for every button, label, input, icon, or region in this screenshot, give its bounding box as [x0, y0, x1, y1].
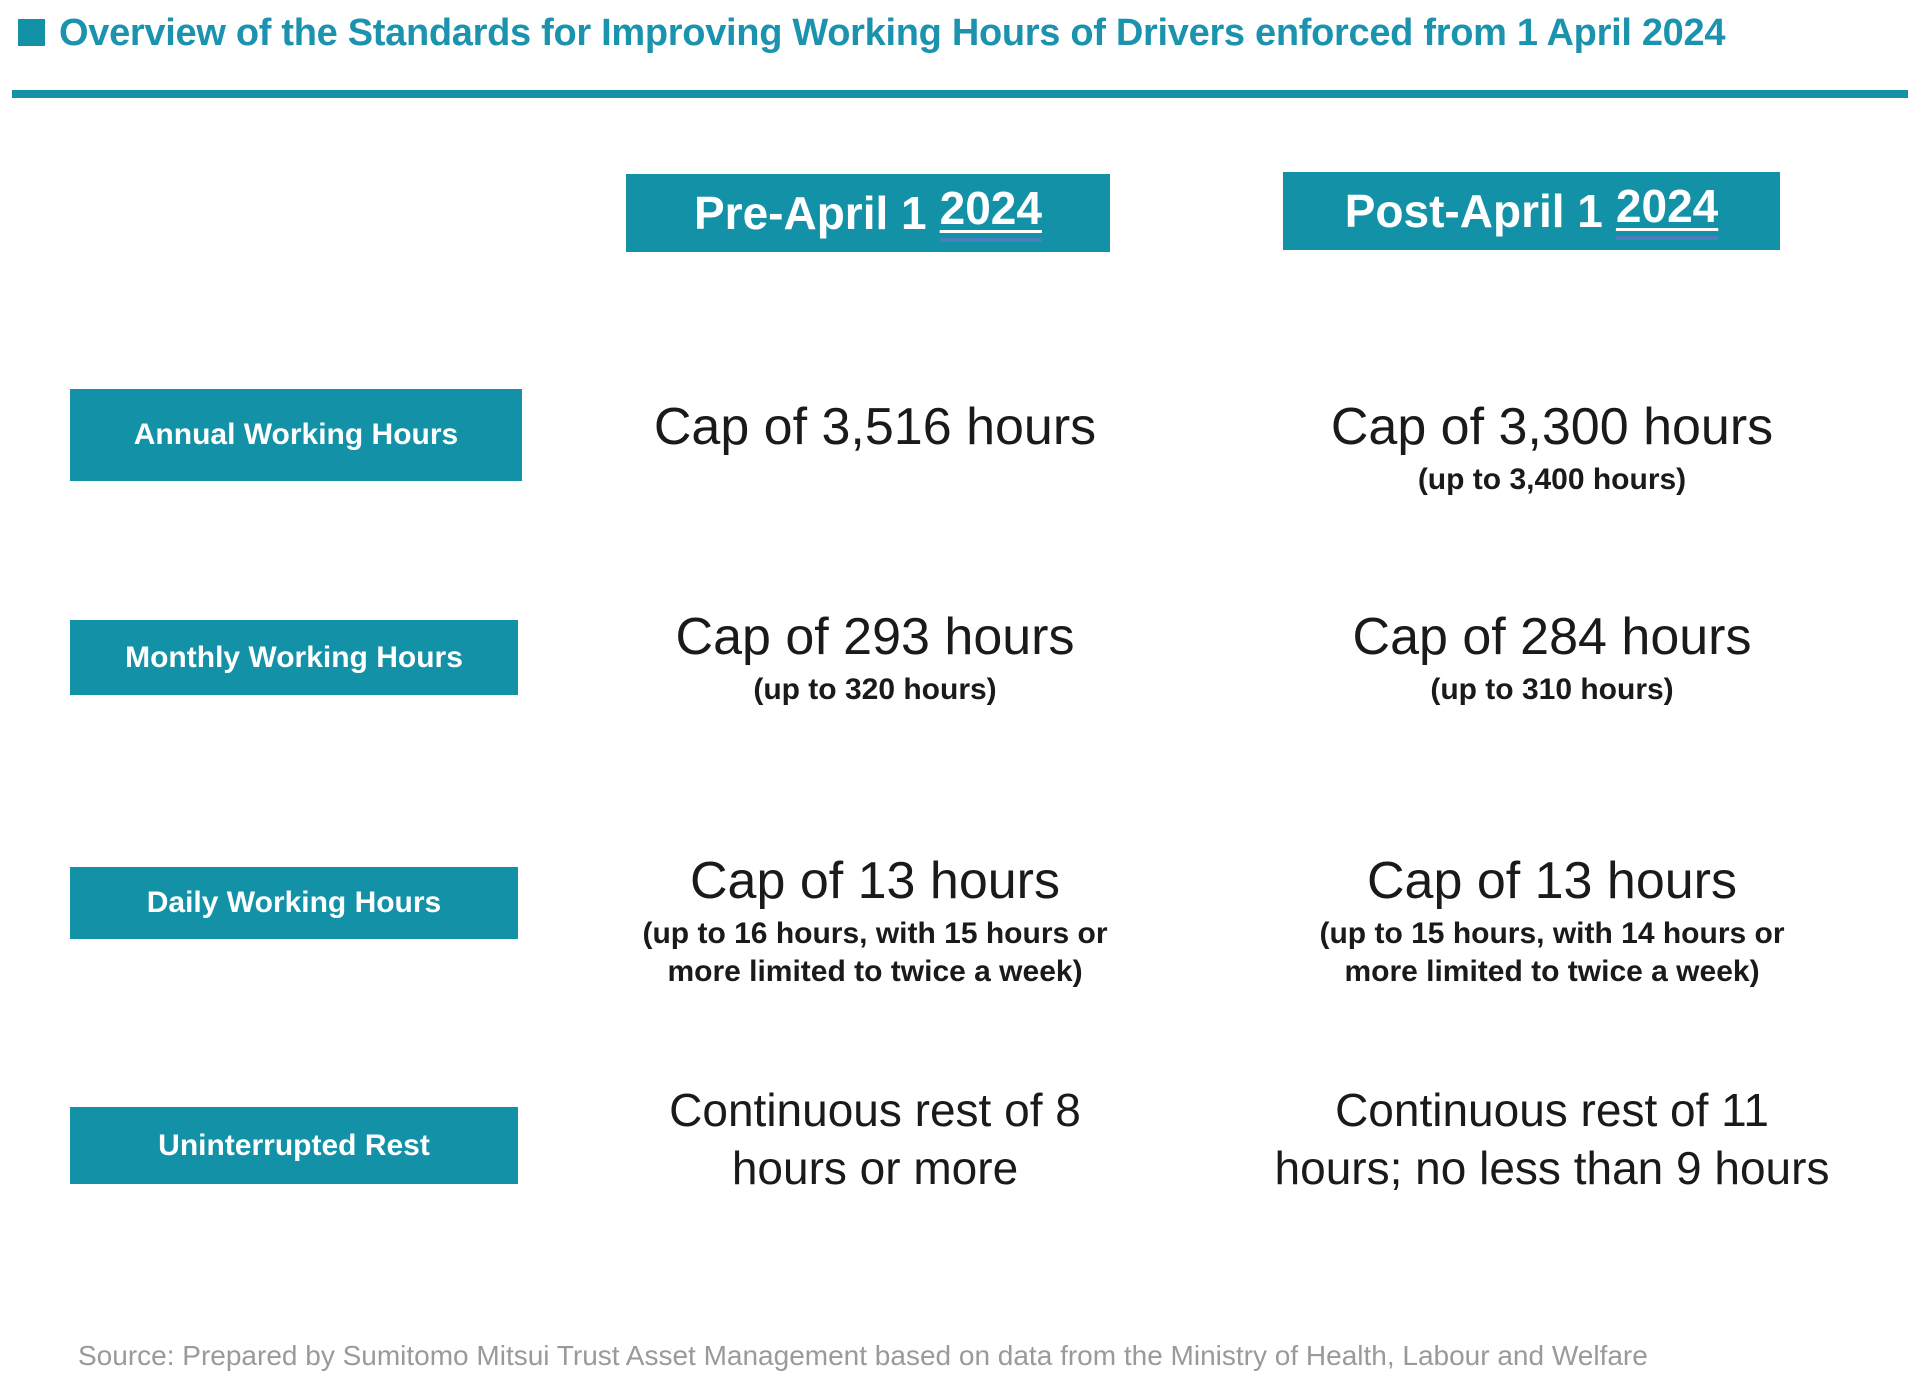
column-header-pre: Pre-April 1 2024 [626, 174, 1110, 252]
title-bullet-icon [18, 19, 45, 46]
column-header-pre-year: 2024 [939, 185, 1042, 242]
cell-rest-post: Continuous rest of 11 hours; no less tha… [1222, 1082, 1882, 1198]
value-text: Cap of 3,300 hours [1330, 398, 1774, 456]
value-note: (up to 16 hours, with 15 hours or more l… [642, 916, 1108, 988]
cell-annual-post: Cap of 3,300 hours (up to 3,400 hours) [1222, 398, 1882, 499]
value-note: (up to 310 hours) [1430, 672, 1674, 706]
column-header-pre-label: Pre-April 1 [694, 187, 927, 239]
row-label-text: Annual Working Hours [133, 418, 459, 451]
row-label-text: Daily Working Hours [146, 886, 442, 919]
page-title-text: Overview of the Standards for Improving … [59, 12, 1726, 54]
title-divider [12, 90, 1908, 98]
value-text: Cap of 3,516 hours [653, 398, 1097, 456]
cell-monthly-post: Cap of 284 hours (up to 310 hours) [1222, 608, 1882, 709]
value-text: Cap of 284 hours [1352, 608, 1752, 666]
row-label-annual-working-hours: Annual Working Hours [70, 389, 522, 481]
page-title: Overview of the Standards for Improving … [18, 12, 1908, 55]
source-note: Source: Prepared by Sumitomo Mitsui Trus… [78, 1340, 1648, 1371]
value-text: Continuous rest of 11 hours; no less tha… [1274, 1084, 1830, 1194]
value-text: Cap of 13 hours [689, 852, 1061, 910]
column-header-post-year: 2024 [1615, 183, 1719, 240]
row-label-daily-working-hours: Daily Working Hours [70, 867, 518, 939]
row-label-text: Uninterrupted Rest [158, 1128, 430, 1162]
value-note: (up to 15 hours, with 14 hours or more l… [1319, 916, 1785, 988]
cell-daily-pre: Cap of 13 hours (up to 16 hours, with 15… [545, 852, 1205, 991]
cell-monthly-pre: Cap of 293 hours (up to 320 hours) [545, 608, 1205, 709]
row-label-uninterrupted-rest: Uninterrupted Rest [70, 1107, 518, 1184]
cell-daily-post: Cap of 13 hours (up to 15 hours, with 14… [1222, 852, 1882, 991]
column-header-post-label: Post-April 1 [1344, 185, 1603, 237]
row-label-monthly-working-hours: Monthly Working Hours [70, 620, 518, 695]
value-text: Cap of 293 hours [675, 608, 1075, 666]
cell-annual-pre: Cap of 3,516 hours [545, 398, 1205, 458]
value-text: Continuous rest of 8 hours or more [669, 1084, 1081, 1194]
column-header-post: Post-April 1 2024 [1283, 172, 1780, 250]
cell-rest-pre: Continuous rest of 8 hours or more [545, 1082, 1205, 1198]
value-note: (up to 320 hours) [753, 672, 997, 706]
value-text: Cap of 13 hours [1366, 852, 1738, 910]
value-note: (up to 3,400 hours) [1417, 462, 1687, 496]
row-label-text: Monthly Working Hours [125, 640, 463, 674]
